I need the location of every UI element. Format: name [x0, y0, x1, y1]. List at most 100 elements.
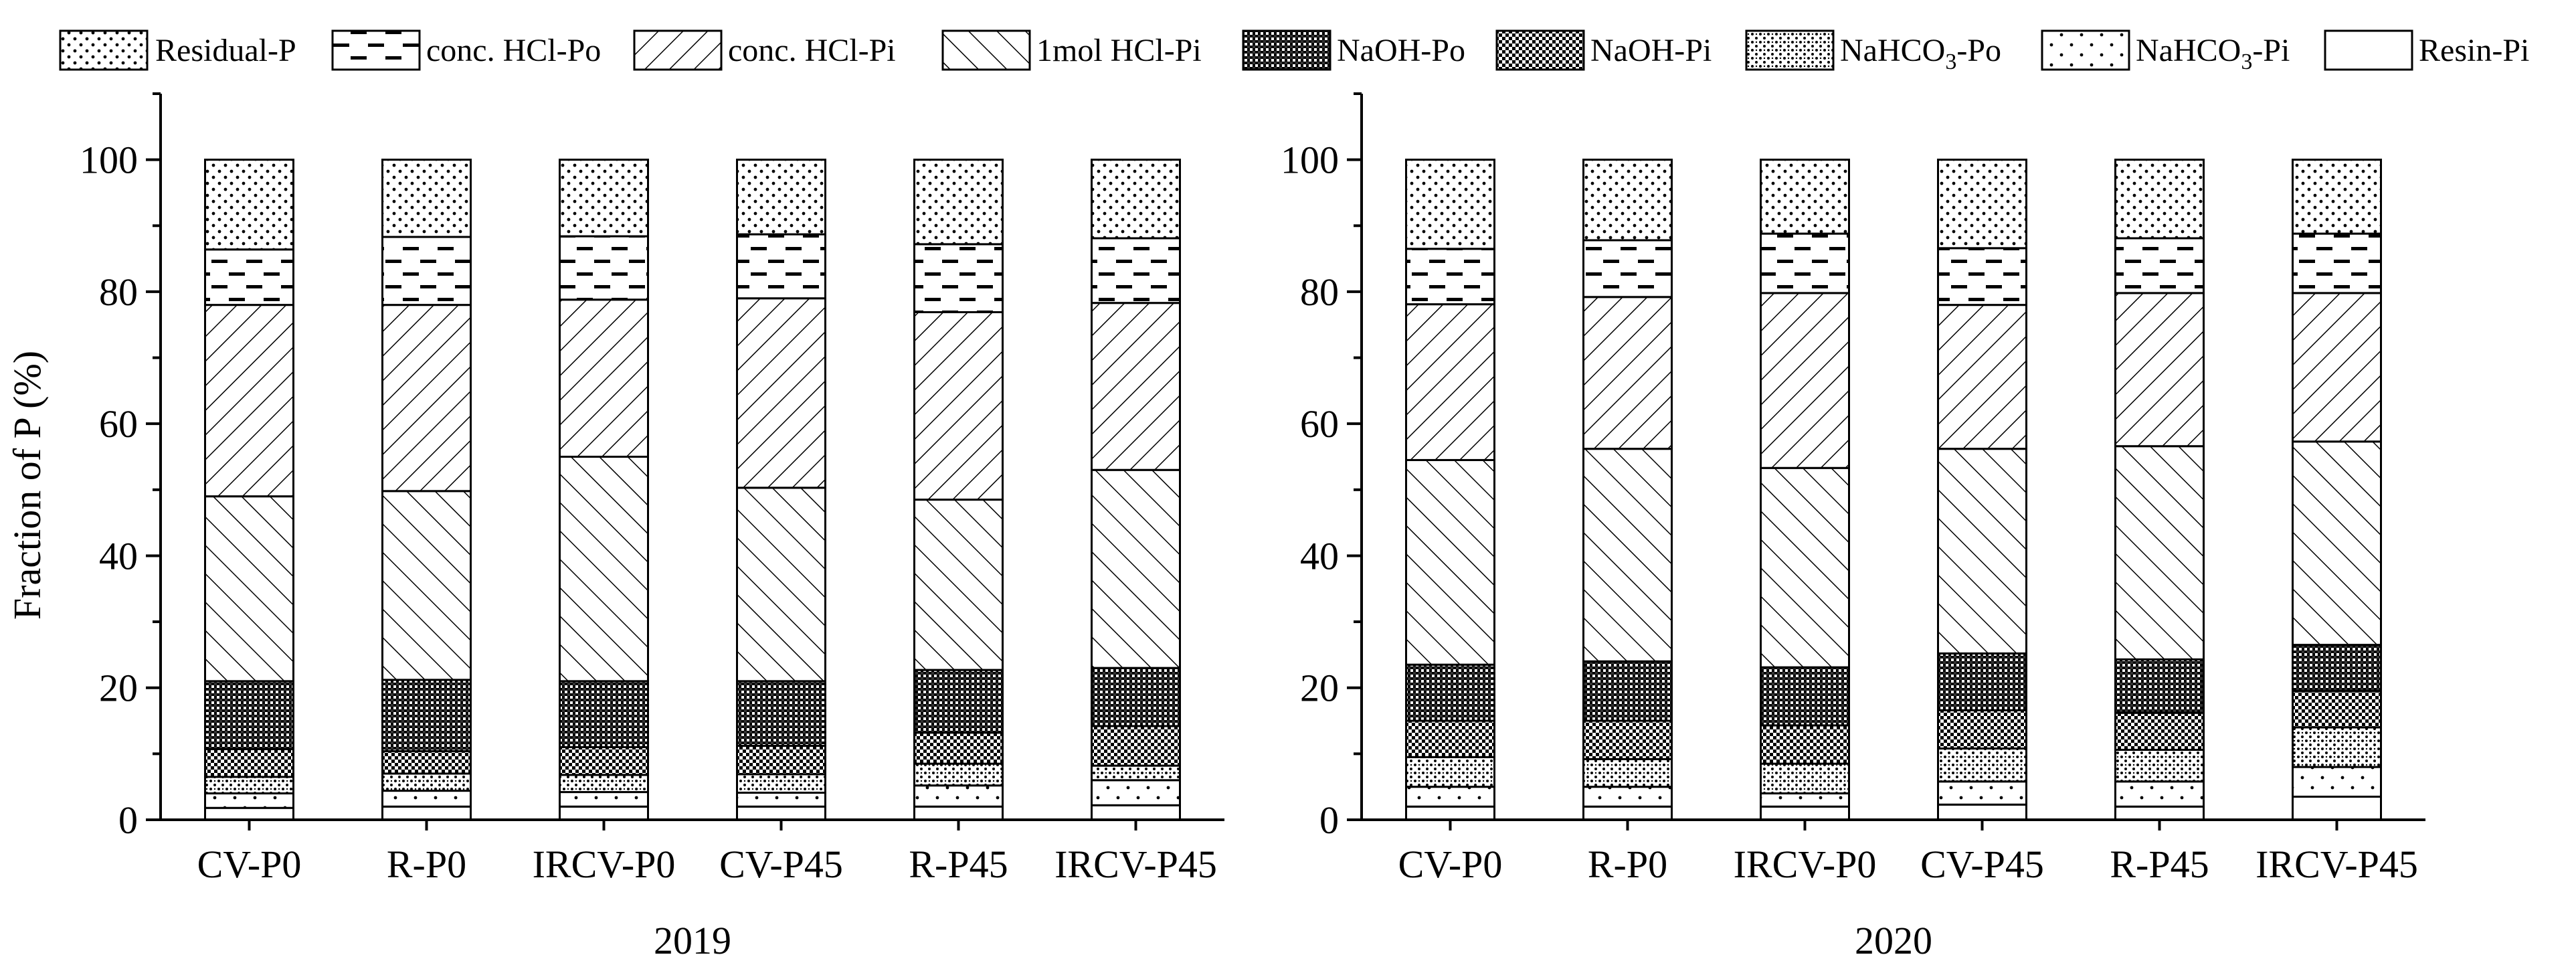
- bar-segment-r-p0-conc-hcl-pi: [381, 304, 472, 493]
- x-tick-label-ircv-p45: IRCV-P45: [1054, 843, 1217, 886]
- bar-segment-ircv-p0-conc-hcl-pi: [559, 298, 649, 458]
- bar-segment-cv-p0-naoh-pi: [204, 748, 294, 778]
- bar-segment-cv-p45-naoh-pi: [1937, 709, 2027, 750]
- legend-swatch-conc-hcl-po: [331, 29, 421, 71]
- bar-segment-r-p45-nahco3-po: [2114, 748, 2205, 783]
- legend-item-conc-hcl-pi: conc. HCl-Pi: [633, 29, 896, 71]
- bar-segment-ircv-p45-conc-hcl-po: [2292, 232, 2382, 294]
- bar-segment-ircv-p0-naoh-pi: [559, 746, 649, 776]
- y-tick-label: 0: [118, 798, 138, 842]
- bar-segment-cv-p45-nahco3-po: [736, 773, 826, 794]
- bar-segment-ircv-p45-residual-p: [1091, 159, 1181, 240]
- x-axis-label: 2019: [654, 919, 731, 962]
- bar-segment-r-p0-1mol-hcl-pi: [1582, 448, 1673, 663]
- legend-item-nahco3-pi: NaHCO3-Pi: [2041, 29, 2290, 74]
- bar-segment-ircv-p45-conc-hcl-po: [1091, 237, 1181, 304]
- bar-segment-cv-p0-nahco3-pi: [1405, 786, 1495, 808]
- legend-swatch-conc-hcl-pi: [633, 29, 723, 71]
- legend-swatch-naoh-pi: [1495, 29, 1585, 71]
- x-tick-label-r-p0: R-P0: [387, 843, 466, 886]
- bar-segment-ircv-p45-residual-p: [2292, 159, 2382, 235]
- y-tick-label: 20: [99, 667, 138, 710]
- y-tick-label: 100: [80, 139, 138, 182]
- bar-segment-cv-p0-conc-hcl-pi: [1405, 303, 1495, 461]
- bar-segment-cv-p45-conc-hcl-po: [1937, 247, 2027, 306]
- chart-panel-2020: 0 20 40 60 80 100 CV-P0 R-P0 IRCV-P0 CV-P45 R-P45 I…: [1281, 92, 2425, 962]
- y-tick-label: 60: [1300, 402, 1339, 446]
- legend-item-naoh-po: NaOH-Po: [1242, 29, 1465, 71]
- legend-label-nahco3-pi: NaHCO3-Pi: [2136, 33, 2290, 74]
- bar-segment-ircv-p0-residual-p: [559, 159, 649, 238]
- bar-segment-ircv-p0-1mol-hcl-pi: [1760, 466, 1850, 669]
- legend-item-resin-pi: Resin-Pi: [2324, 29, 2529, 71]
- bar-r-p0: [381, 159, 472, 821]
- bar-segment-cv-p45-resin-pi: [1937, 803, 2027, 821]
- x-axis-label: 2020: [1855, 919, 1932, 962]
- bar-segment-r-p0-naoh-pi: [381, 750, 472, 775]
- bar-cv-p45: [1937, 159, 2027, 821]
- bar-segment-r-p0-resin-pi: [1582, 805, 1673, 821]
- bar-segment-cv-p0-residual-p: [1405, 159, 1495, 250]
- bar-ircv-p45: [1091, 159, 1181, 821]
- bar-segment-r-p0-nahco3-pi: [381, 790, 472, 808]
- bar-segment-cv-p0-resin-pi: [204, 806, 294, 821]
- bar-segment-r-p0-conc-hcl-po: [381, 236, 472, 306]
- bar-segment-ircv-p0-naoh-po: [559, 680, 649, 749]
- x-tick-label-ircv-p0: IRCV-P0: [533, 843, 676, 886]
- bar-segment-ircv-p0-naoh-po: [1760, 666, 1850, 727]
- x-tick-label-cv-p45: CV-P45: [1920, 843, 2044, 886]
- bar-segment-r-p0-naoh-po: [381, 679, 472, 752]
- legend-label-naoh-po: NaOH-Po: [1337, 33, 1465, 68]
- bar-segment-cv-p0-nahco3-pi: [204, 792, 294, 809]
- bar-segment-ircv-p45-nahco3-pi: [1091, 779, 1181, 806]
- legend-label-residual-p: Residual-P: [155, 33, 296, 68]
- bar-segment-r-p0-nahco3-po: [381, 772, 472, 792]
- bar-segment-ircv-p45-resin-pi: [2292, 795, 2382, 821]
- legend-item-1mol-hcl-pi: 1mol HCl-Pi: [941, 29, 1202, 71]
- legend-item-naoh-pi: NaOH-Pi: [1495, 29, 1712, 71]
- bar-ircv-p0: [1760, 159, 1850, 821]
- bar-segment-r-p45-resin-pi: [2114, 805, 2205, 821]
- x-tick-label-r-p45: R-P45: [2110, 843, 2209, 886]
- bar-segment-ircv-p45-conc-hcl-pi: [2292, 292, 2382, 443]
- bar-segment-cv-p0-residual-p: [204, 159, 294, 251]
- legend-swatch-1mol-hcl-pi: [941, 29, 1031, 71]
- bar-segment-ircv-p0-resin-pi: [1760, 805, 1850, 821]
- x-tick-label-ircv-p0: IRCV-P0: [1734, 843, 1877, 886]
- bar-segment-r-p0-naoh-pi: [1582, 719, 1673, 760]
- y-tick-label: 40: [1300, 534, 1339, 578]
- bar-segment-cv-p0-conc-hcl-po: [1405, 248, 1495, 306]
- legend-swatch-nahco3-pi: [2041, 29, 2130, 71]
- bar-segment-cv-p45-naoh-po: [736, 680, 826, 748]
- bar-segment-ircv-p0-conc-hcl-po: [1760, 232, 1850, 294]
- bar-segment-r-p45-nahco3-pi: [2114, 780, 2205, 808]
- bar-segment-cv-p0-resin-pi: [1405, 805, 1495, 821]
- bar-cv-p0: [1405, 159, 1495, 821]
- bar-segment-cv-p0-1mol-hcl-pi: [204, 495, 294, 683]
- y-tick-label: 100: [1281, 139, 1339, 182]
- bar-segment-cv-p45-nahco3-pi: [1937, 780, 2027, 806]
- bar-segment-cv-p0-nahco3-po: [1405, 756, 1495, 788]
- legend-label-conc-hcl-po: conc. HCl-Po: [426, 33, 601, 68]
- bar-segment-r-p45-conc-hcl-pi: [913, 311, 1004, 501]
- bar-segment-cv-p45-resin-pi: [736, 805, 826, 821]
- bar-segment-ircv-p45-naoh-pi: [2292, 690, 2382, 729]
- bar-r-p45: [913, 159, 1004, 821]
- bar-segment-r-p0-resin-pi: [381, 805, 472, 821]
- bar-segment-r-p45-residual-p: [913, 159, 1004, 246]
- bar-segment-ircv-p0-resin-pi: [559, 805, 649, 821]
- bar-segment-r-p45-conc-hcl-po: [913, 243, 1004, 313]
- bar-segment-r-p45-1mol-hcl-pi: [913, 499, 1004, 671]
- bar-cv-p0: [204, 159, 294, 821]
- legend-item-residual-p: Residual-P: [59, 29, 296, 71]
- bar-segment-cv-p45-residual-p: [1937, 159, 2027, 250]
- bar-segment-ircv-p45-nahco3-po: [2292, 726, 2382, 768]
- bar-segment-r-p45-residual-p: [2114, 159, 2205, 240]
- legend-swatch-residual-p: [59, 29, 149, 71]
- bar-segment-r-p45-naoh-po: [913, 669, 1004, 734]
- y-tick-label: 40: [99, 534, 138, 578]
- bar-segment-cv-p45-1mol-hcl-pi: [1937, 448, 2027, 654]
- bar-ircv-p0: [559, 159, 649, 821]
- bar-segment-r-p0-residual-p: [381, 159, 472, 238]
